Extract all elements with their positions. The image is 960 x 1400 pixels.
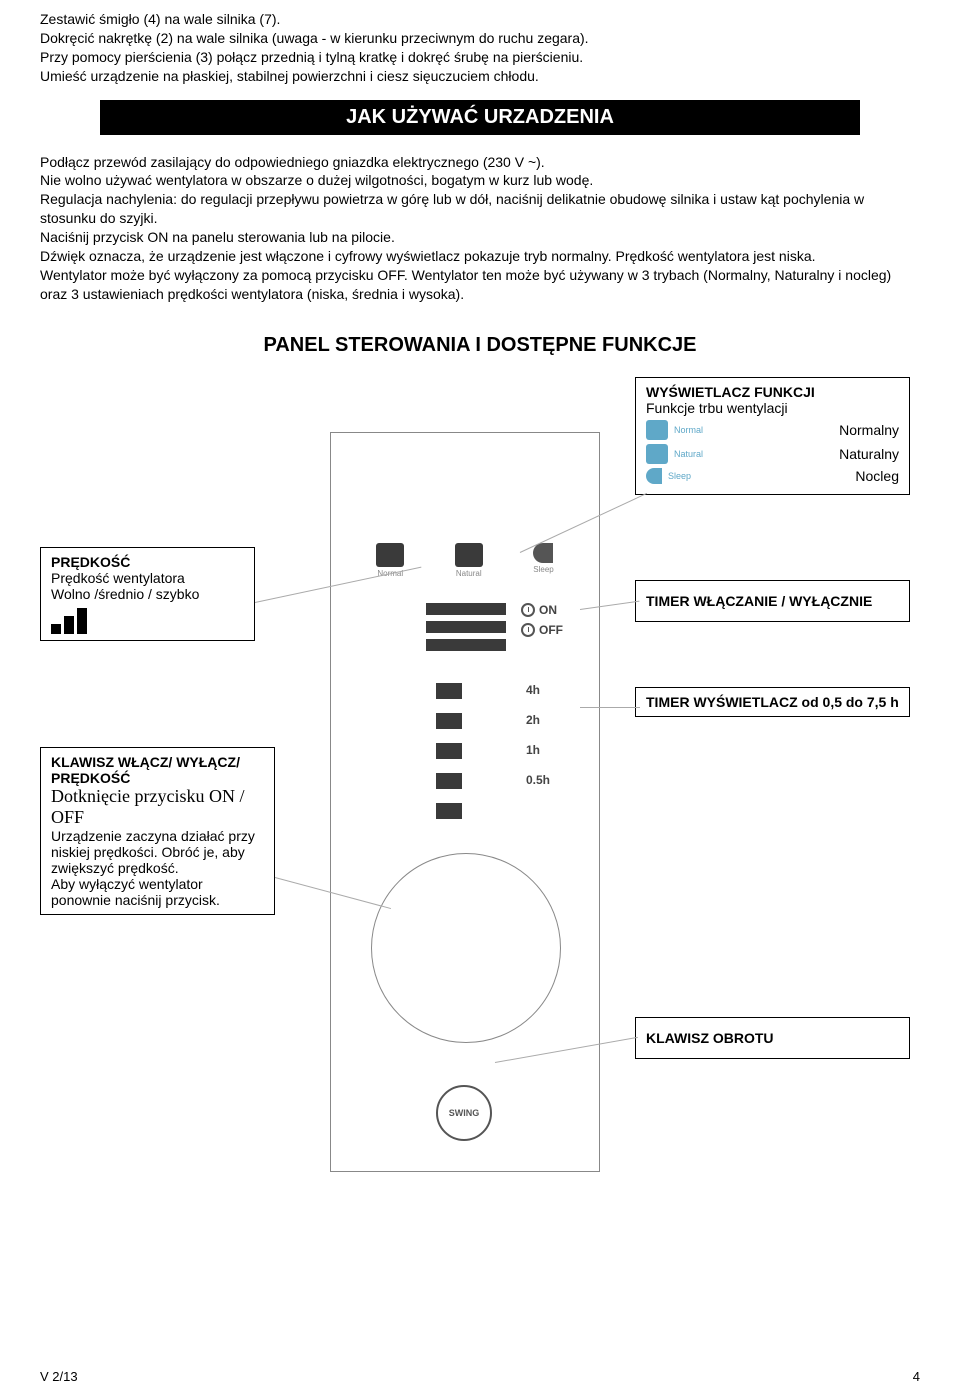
callout-speed: PRĘDKOŚĆ Prędkość wentylatora Wolno /śre… — [40, 547, 255, 641]
callout-line: Prędkość wentylatora — [51, 570, 244, 586]
timer-05h: 0.5h — [526, 773, 550, 789]
control-panel-outline: Normal Natural Sleep ON OFF 4h 2h 1h 0 — [330, 432, 600, 1172]
callout-heading: KLAWISZ OBROTU — [646, 1030, 899, 1046]
usage-line: Regulacja nachylenia: do regulacji przep… — [40, 190, 920, 228]
timer-hour-labels: 4h 2h 1h 0.5h — [526, 683, 550, 803]
speed-dial — [371, 853, 561, 1043]
intro-line: Dokręcić nakrętkę (2) na wale silnika (u… — [40, 29, 920, 48]
usage-line: Nie wolno używać wentylatora w obszarze … — [40, 171, 920, 190]
mode-normal-row: Normal Normalny — [646, 420, 899, 440]
natural-icon — [646, 444, 668, 464]
callout-heading: PRĘDKOŚĆ — [51, 554, 244, 570]
mode-label-text: Normalny — [839, 422, 899, 438]
mode-sleep-icon: Sleep — [533, 543, 553, 578]
callout-subtext: Funkcje trbu wentylacji — [646, 400, 899, 416]
usage-line: Naciśnij przycisk ON na panelu sterowani… — [40, 228, 920, 247]
callout-line: Urządzenie zaczyna działać przy niskiej … — [51, 828, 264, 876]
off-label: OFF — [539, 623, 563, 637]
usage-line: Dźwięk oznacza, że urządzenie jest włącz… — [40, 247, 920, 266]
footer-version: V 2/13 — [40, 1369, 78, 1384]
callout-heading: TIMER WŁĄCZANIE / WYŁĄCZNIE — [646, 593, 899, 609]
speed-bars-icon — [426, 603, 506, 657]
callout-swing: KLAWISZ OBROTU — [635, 1017, 910, 1059]
usage-line: Podłącz przewód zasilający do odpowiedni… — [40, 153, 920, 172]
timer-2h: 2h — [526, 713, 550, 729]
normal-icon — [646, 420, 668, 440]
swing-label: SWING — [449, 1108, 480, 1118]
timer-bars-icon — [436, 683, 462, 833]
intro-line: Zestawić śmigło (4) na wale silnika (7). — [40, 10, 920, 29]
page-footer: V 2/13 4 — [40, 1369, 920, 1384]
speed-bars-small-icon — [51, 608, 244, 634]
mode-icons-row: Normal Natural Sleep — [331, 543, 599, 578]
callout-heading: TIMER WYŚWIETLACZ od 0,5 do 7,5 h — [646, 694, 899, 710]
clock-icon — [521, 603, 535, 617]
swing-button: SWING — [436, 1085, 492, 1141]
callout-line: Wolno /średnio / szybko — [51, 586, 244, 602]
on-label: ON — [539, 603, 557, 617]
callout-serif-text: Dotknięcie przycisku ON / OFF — [51, 786, 264, 828]
mode-label: Sleep — [533, 565, 553, 574]
callout-heading: KLAWISZ WŁĄCZ/ WYŁĄCZ/ PRĘDKOŚĆ — [51, 754, 264, 786]
sleep-icon — [646, 468, 662, 484]
section-banner: JAK UŻYWAĆ URZADZENIA — [100, 100, 860, 135]
mode-small-label: Natural — [674, 449, 703, 459]
intro-text: Zestawić śmigło (4) na wale silnika (7).… — [40, 10, 920, 86]
intro-line: Umieść urządzenie na płaskiej, stabilnej… — [40, 67, 920, 86]
mode-small-label: Normal — [674, 425, 703, 435]
mode-small-label: Sleep — [668, 471, 691, 481]
mode-label: Natural — [455, 569, 483, 578]
clock-icon — [521, 623, 535, 637]
footer-page-number: 4 — [913, 1369, 920, 1384]
timer-1h: 1h — [526, 743, 550, 759]
mode-label-text: Nocleg — [855, 468, 899, 484]
connector-line — [580, 707, 640, 708]
mode-label-text: Naturalny — [839, 446, 899, 462]
callout-timer-display: TIMER WYŚWIETLACZ od 0,5 do 7,5 h — [635, 687, 910, 717]
on-off-labels: ON OFF — [521, 603, 563, 643]
control-panel-diagram: Normal Natural Sleep ON OFF 4h 2h 1h 0 — [40, 377, 920, 1187]
callout-display-functions: WYŚWIETLACZ FUNKCJI Funkcje trbu wentyla… — [635, 377, 910, 495]
mode-natural-icon: Natural — [455, 543, 483, 578]
callout-onoff-key: KLAWISZ WŁĄCZ/ WYŁĄCZ/ PRĘDKOŚĆ Dotknięc… — [40, 747, 275, 915]
panel-title: PANEL STEROWANIA I DOSTĘPNE FUNKCJE — [40, 334, 920, 357]
usage-text: Podłącz przewód zasilający do odpowiedni… — [40, 153, 920, 304]
mode-natural-row: Natural Naturalny — [646, 444, 899, 464]
timer-4h: 4h — [526, 683, 550, 699]
mode-sleep-row: Sleep Nocleg — [646, 468, 899, 484]
callout-line: Aby wyłączyć wentylator ponownie naciśni… — [51, 876, 264, 908]
usage-line: Wentylator może być wyłączony za pomocą … — [40, 266, 920, 304]
intro-line: Przy pomocy pierścienia (3) połącz przed… — [40, 48, 920, 67]
callout-timer-enable: TIMER WŁĄCZANIE / WYŁĄCZNIE — [635, 580, 910, 622]
callout-heading: WYŚWIETLACZ FUNKCJI — [646, 384, 899, 400]
